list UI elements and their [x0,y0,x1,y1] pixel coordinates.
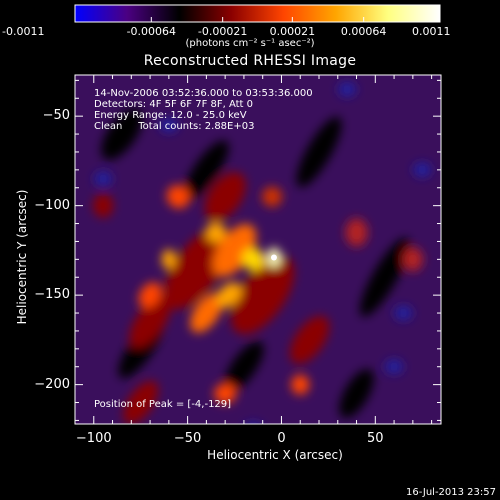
y-tick-label: −150 [34,287,70,303]
heat-blob [93,193,114,218]
colorbar-ticks [74,17,441,22]
y-axis-label: Heliocentric Y (arcsec) [15,189,29,325]
x-tick-label: −100 [75,431,112,446]
heat-blob [241,247,265,271]
info-line-counts: Clean Total counts: 2.88E+03 [94,121,255,132]
heat-blob [214,383,237,404]
y-tick-label: −50 [42,108,70,124]
heat-blob [138,282,162,308]
heat-blob [101,108,143,160]
heat-blob [159,118,178,133]
colorbar-units: (photons cm⁻² s⁻¹ asec⁻²) [185,38,315,49]
y-tick-label: −200 [34,376,70,392]
y-tick-label: −100 [34,197,70,213]
plot-title: Reconstructed RHESSI Image [143,53,357,69]
heat-blob [231,256,295,335]
x-tick-label: 50 [367,431,384,446]
x-tick-label: −50 [173,431,202,446]
info-line-time: 14-Nov-2006 03:52:36.000 to 03:53:36.000 [94,88,313,99]
heat-blob [338,82,357,97]
colorbar-tick-label: -0.00021 [197,25,248,38]
colorbar-tick-label: -0.00064 [126,25,177,38]
heat-blob [123,380,159,424]
heat-blob [190,293,223,333]
heat-blob [204,172,246,222]
heat-blob [291,374,310,395]
heat-blob [164,227,230,310]
info-line-energy: Energy Range: 12.0 - 25.0 keV [94,110,247,121]
axis-ticks [74,75,441,424]
heat-blob [166,185,190,209]
heat-blob [402,247,423,272]
heat-blob [205,222,226,243]
heat-blob [394,306,413,321]
colorbar-tick-label: -0.0011 [2,25,45,38]
colorbar-tick-label: 0.00021 [269,25,316,38]
x-axis-label: Heliocentric X (arcsec) [207,448,343,462]
heat-blob [296,116,342,188]
heat-blob [385,359,404,374]
x-tick-label: 0 [277,431,286,446]
heat-blob [94,171,113,186]
peak-point [270,254,277,261]
heat-blob [359,237,410,317]
peak-position-label: Position of Peak = [-4,-129] [94,399,232,410]
heat-blob [212,224,257,277]
timestamp: 16-Jul-2013 23:57 [405,487,496,498]
heat-blob [224,341,264,393]
heat-blob [339,369,374,419]
heat-blob [216,282,242,308]
heatmap-image [75,75,441,424]
colorbar-tick-label: 0.0011 [412,25,451,38]
heat-blob [413,162,432,177]
heat-blob [184,140,229,200]
heat-blob [262,186,283,207]
heat-blob [345,218,368,247]
colorbar-tick-label: 0.00064 [340,25,387,38]
heat-blob [161,249,176,270]
heat-blob [290,315,330,364]
heat-blob [129,296,171,348]
info-line-detectors: Detectors: 4F 5F 6F 7F 8F, Att 0 [94,99,254,110]
colorbar [74,4,441,23]
plot-frame [74,74,442,425]
